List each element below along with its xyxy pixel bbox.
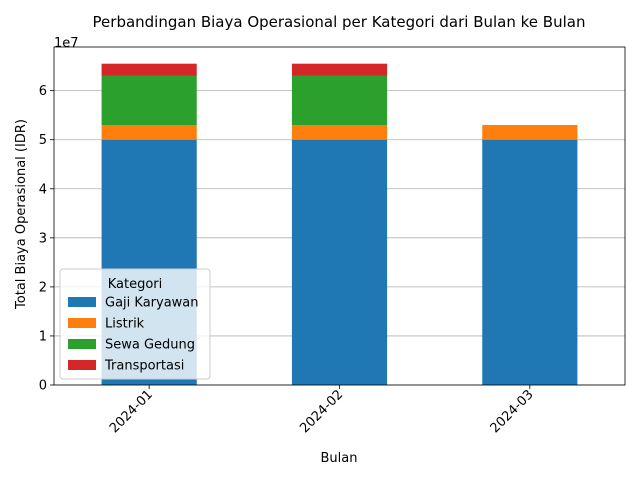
bar-segment — [291, 75, 388, 125]
legend-title: Kategori — [108, 277, 163, 292]
y-tick-label: 6 — [39, 84, 47, 99]
bar-segment — [101, 75, 197, 125]
bars — [101, 63, 578, 385]
legend-swatch — [68, 339, 96, 349]
y-tick-label: 3 — [39, 231, 47, 246]
legend-items: Gaji Karyawan Listrik Sewa Gedung Transport… — [68, 296, 199, 374]
legend-label: Gaji Karyawan — [105, 296, 199, 311]
legend: Kategori Gaji Karyawan Listrik Sewa Gedung… — [59, 268, 211, 380]
y-scale-label: 1e7 — [54, 36, 79, 51]
legend-swatch — [68, 318, 96, 328]
y-tick-label: 2 — [39, 280, 47, 295]
bar-segment — [482, 125, 578, 140]
x-ticks: 2024-01 2024-02 2024-03 — [107, 385, 537, 436]
chart-title: Perbandingan Biaya Operasional per Kateg… — [93, 13, 586, 31]
y-ticks: 0 1 2 3 4 5 6 — [39, 84, 54, 394]
legend-swatch — [68, 297, 96, 307]
y-tick-label: 5 — [39, 133, 47, 148]
legend-label: Transportasi — [104, 359, 184, 374]
legend-box — [59, 268, 211, 380]
bar-segment — [291, 139, 388, 385]
bar-segment — [482, 139, 578, 385]
y-tick-label: 4 — [39, 182, 47, 197]
legend-label: Listrik — [105, 317, 145, 332]
legend-swatch — [68, 360, 96, 370]
y-tick-label: 1 — [39, 329, 47, 344]
x-axis-label: Bulan — [321, 451, 358, 466]
legend-label: Sewa Gedung — [105, 338, 195, 353]
y-tick-label: 0 — [39, 379, 47, 394]
bar-segment — [101, 125, 197, 140]
y-axis-label: Total Biaya Operasional (IDR) — [14, 119, 29, 310]
bar-segment — [291, 63, 388, 76]
bar-segment — [291, 125, 388, 140]
x-tick-label: 2024-01 — [107, 387, 156, 436]
bar-segment — [101, 63, 197, 76]
x-tick-label: 2024-02 — [297, 387, 346, 436]
x-tick-label: 2024-03 — [488, 387, 537, 436]
